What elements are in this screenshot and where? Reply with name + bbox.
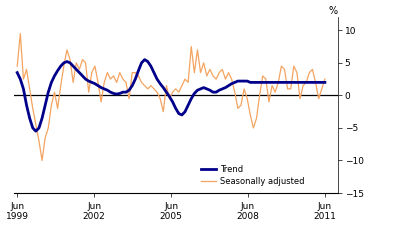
Legend: Trend, Seasonally adjusted: Trend, Seasonally adjusted <box>198 162 308 189</box>
Text: %: % <box>329 5 338 15</box>
